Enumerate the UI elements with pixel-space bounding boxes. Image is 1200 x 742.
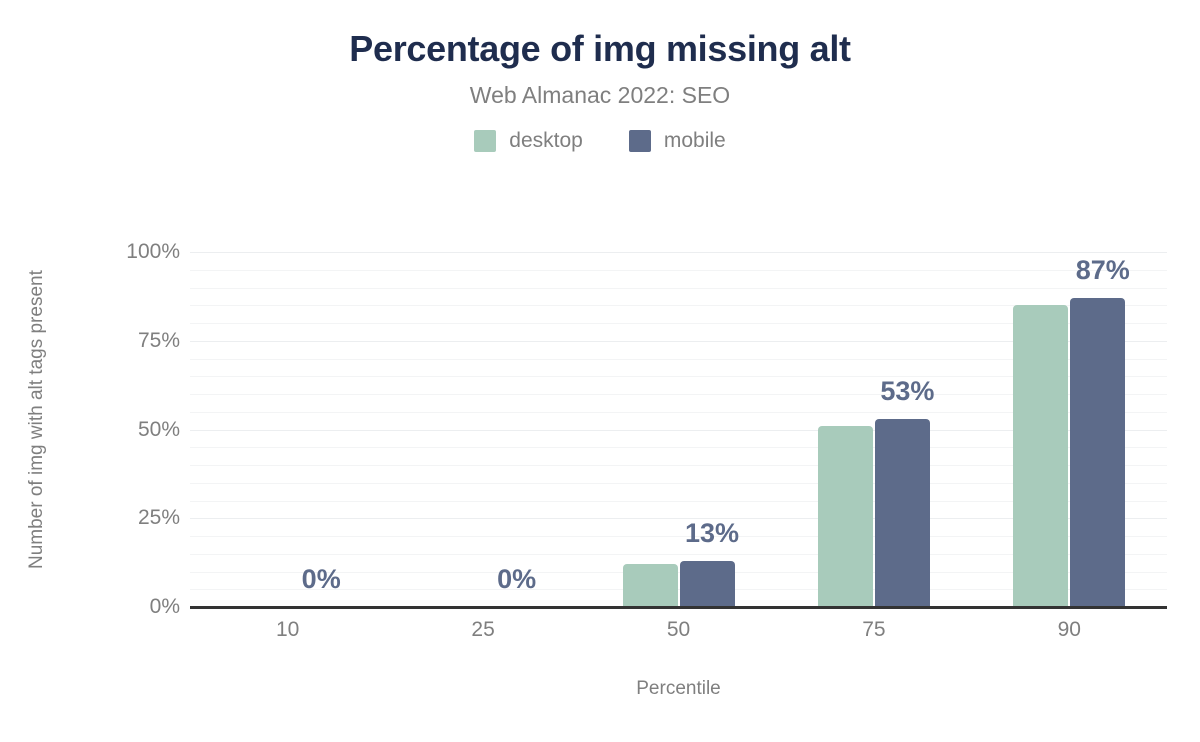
- y-tick-label: 75%: [137, 328, 180, 352]
- data-label-25: 0%: [497, 564, 537, 594]
- y-axis-title: Number of img with alt tags present: [26, 270, 47, 570]
- chart-header: Percentage of img missing alt Web Almana…: [0, 0, 1200, 153]
- y-tick-label: 25%: [137, 506, 180, 530]
- y-tick-label: 0%: [149, 595, 180, 618]
- gridline: [190, 252, 1167, 253]
- legend-label-mobile: mobile: [663, 128, 726, 152]
- legend-swatch-desktop: [474, 129, 497, 152]
- gridline: [190, 571, 1167, 573]
- y-tick-label: 100%: [126, 240, 180, 263]
- chart-legend: desktop mobile: [0, 129, 1200, 153]
- gridline: [190, 411, 1167, 413]
- bar-mobile-75[interactable]: [874, 418, 930, 607]
- bar-mobile-50[interactable]: [679, 560, 735, 607]
- x-tick-label-90: 90: [1057, 618, 1081, 641]
- data-label-10: 0%: [301, 564, 341, 594]
- gridlines: [190, 252, 1167, 607]
- x-axis-title: Percentile: [636, 678, 721, 699]
- data-label-90: 87%: [1075, 255, 1130, 286]
- y-axis-tick-labels: 0% 25% 50% 75% 100%: [110, 240, 180, 618]
- legend-label-desktop: desktop: [509, 128, 583, 152]
- gridline: [190, 536, 1167, 537]
- bar-desktop-75[interactable]: [817, 425, 873, 607]
- gridline: [190, 500, 1167, 502]
- data-label-75: 53%: [880, 375, 935, 406]
- gridline: [190, 394, 1167, 395]
- gridline: [190, 323, 1167, 324]
- gridline: [190, 269, 1167, 271]
- chart-subtitle: Web Almanac 2022: SEO: [469, 82, 731, 109]
- y-tick-label: 50%: [137, 417, 180, 441]
- x-tick-label-75: 75: [862, 618, 886, 641]
- legend-item-mobile[interactable]: mobile: [628, 128, 726, 153]
- x-tick-label-10: 10: [276, 618, 300, 641]
- gridline: [190, 305, 1167, 307]
- x-axis-tick-labels: 10 25 50 75 90: [190, 618, 1167, 650]
- bars-layer: 0% 0% 13% 53% 87%: [190, 252, 1167, 607]
- chart-title: Percentage of img missing alt: [349, 28, 851, 69]
- legend-swatch-mobile: [628, 129, 651, 152]
- bar-mobile-90[interactable]: [1070, 298, 1126, 607]
- legend-item-desktop[interactable]: desktop: [474, 129, 583, 153]
- gridline: [190, 287, 1167, 289]
- gridline: [190, 340, 1167, 342]
- bar-desktop-50[interactable]: [622, 564, 678, 607]
- gridline: [190, 376, 1167, 378]
- x-tick-label-25: 25: [471, 618, 495, 641]
- gridline: [190, 447, 1167, 449]
- bar-desktop-90[interactable]: [1013, 305, 1069, 607]
- data-label-50: 13%: [684, 517, 740, 548]
- x-tick-label-50: 50: [666, 618, 691, 641]
- x-axis-line: [190, 606, 1167, 609]
- gridline: [190, 429, 1167, 431]
- gridline: [190, 465, 1167, 466]
- gridline: [190, 589, 1167, 591]
- gridline: [190, 358, 1167, 360]
- plot-area: 0% 0% 13% 53% 87%: [190, 252, 1167, 607]
- gridline: [190, 482, 1167, 484]
- gridline: [190, 553, 1167, 555]
- gridline: [190, 518, 1167, 520]
